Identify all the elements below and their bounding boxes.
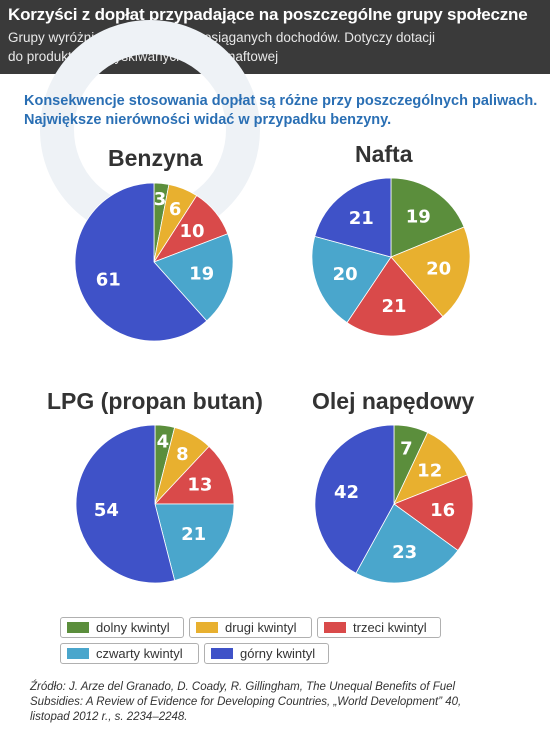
data-label: 61 [96,269,121,290]
data-label: 10 [179,221,204,242]
data-label: 12 [417,460,442,481]
data-label: 7 [400,438,413,459]
data-label: 20 [426,258,451,279]
chart-title-olej: Olej napędowy [312,388,475,414]
pie-chart-lpg: 48 13 21 54 [75,424,235,584]
data-label: 21 [181,524,206,545]
legend-label: drugi kwintyl [225,620,297,635]
legend-swatch [211,648,233,659]
legend-swatch [196,622,218,633]
data-label: 21 [349,208,374,229]
data-label: 19 [406,206,431,227]
data-label: 20 [333,264,358,285]
data-label: 16 [430,500,455,521]
legend-swatch [67,622,89,633]
pie-slice-drugi-kwintyl [390,226,471,318]
data-label: 3 [154,189,167,210]
chart-title-nafta: Nafta [355,141,413,167]
pie-slice-gorny-kwintyl [314,424,395,574]
pie-slice-dolny-kwintyl [390,177,465,258]
legend-swatch [324,622,346,633]
data-label: 23 [392,542,417,563]
pie-slice-gorny-kwintyl [314,177,392,258]
legend-label: czwarty kwintyl [96,646,183,661]
legend-item-dolny: dolny kwintyl [60,617,184,638]
source-line: Subsidies: A Review of Evidence for Deve… [30,696,462,708]
page-title: Korzyści z dopłat przypadające na poszcz… [8,5,528,24]
legend-label: górny kwintyl [240,646,316,661]
pie-chart-olej: 712 16 23 42 [314,424,474,584]
pie-slice-gorny-kwintyl [74,182,208,342]
pie-slice-czwarty-kwintyl [311,235,392,324]
data-label: 54 [94,500,119,521]
source-line: Źródło: J. Arze del Granado, D. Coady, R… [30,681,456,693]
pie-slice-trzeci-kwintyl [154,445,235,505]
legend-swatch [67,648,89,659]
pie-slice-czwarty-kwintyl [154,503,235,582]
pie-slice-drugi-kwintyl [393,431,468,505]
pie-slice-trzeci-kwintyl [346,256,444,337]
chart-title-benzyna: Benzyna [108,145,203,171]
pie-slice-gorny-kwintyl [75,424,176,584]
data-label: 4 [157,431,170,452]
source-note: Źródło: J. Arze del Granado, D. Coady, R… [30,680,520,725]
pie-chart-nafta: 19 20 21 20 21 [311,177,471,337]
pie-slice-trzeci-kwintyl [393,474,474,551]
pie-chart-benzyna: 3 610 19 61 [74,182,234,342]
data-label: 21 [382,296,407,317]
legend-item-drugi: drugi kwintyl [189,617,312,638]
chart-title-lpg: LPG (propan butan) [47,388,263,414]
legend-item-czwarty: czwarty kwintyl [60,643,199,664]
pie-slice-czwarty-kwintyl [153,233,234,322]
intro-line: Największe nierówności widać w przypadku… [24,112,392,128]
source-line: listopad 2012 r., s. 2234–2248. [30,711,188,723]
legend-item-gorny: górny kwintyl [204,643,329,664]
data-label: 13 [187,475,212,496]
pie-slice-czwarty-kwintyl [355,503,459,584]
data-label: 8 [176,444,189,465]
intro-text: Konsekwencje stosowania dopłat są różne … [24,92,538,130]
legend-label: trzeci kwintyl [353,620,427,635]
data-label: 42 [334,482,359,503]
data-label: 6 [169,199,182,220]
data-label: 19 [189,264,214,285]
legend-label: dolny kwintyl [96,620,170,635]
legend-item-trzeci: trzeci kwintyl [317,617,441,638]
intro-line: Konsekwencje stosowania dopłat są różne … [24,93,538,109]
subtitle-line: Grupy wyróżnione na podstawie osiąganych… [8,30,435,45]
